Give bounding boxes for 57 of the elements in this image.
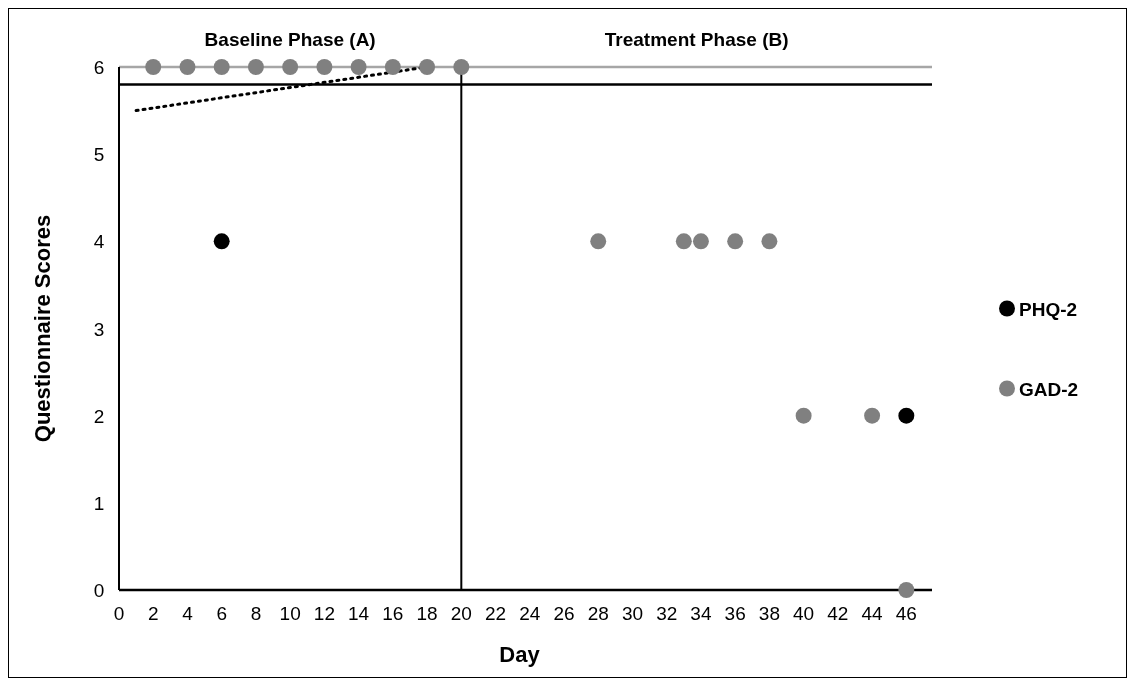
point xyxy=(727,233,744,250)
y-tick-label: 0 xyxy=(93,580,105,601)
point xyxy=(761,233,778,250)
x-tick-label: 42 xyxy=(827,603,849,624)
x-tick-label: 20 xyxy=(450,603,472,624)
point xyxy=(453,59,470,75)
x-tick-label: 2 xyxy=(147,603,159,624)
y-tick-label: 5 xyxy=(93,144,105,166)
x-tick-label: 36 xyxy=(724,603,746,624)
x-tick-label: 38 xyxy=(758,603,780,624)
point xyxy=(213,233,230,250)
x-tick-label: 0 xyxy=(113,603,125,624)
legend-label: GAD-2 xyxy=(1019,378,1079,400)
x-tick-label: 34 xyxy=(690,603,712,624)
x-tick-label: 24 xyxy=(519,603,541,624)
x-tick-label: 8 xyxy=(250,603,262,624)
point xyxy=(675,233,692,250)
x-tick-label: 14 xyxy=(348,603,370,624)
point xyxy=(864,407,881,424)
y-tick-label: 1 xyxy=(93,492,105,514)
x-tick-label: 12 xyxy=(313,603,335,624)
x-tick-label: 30 xyxy=(621,603,644,624)
x-tick-label: 6 xyxy=(216,603,227,624)
text: Baseline Phase (A) xyxy=(204,29,376,50)
x-tick-label: 22 xyxy=(484,603,507,624)
y-axis-title: Questionnaire Scores xyxy=(30,214,55,443)
x-tick-label: 28 xyxy=(587,603,609,624)
y-tick-label: 2 xyxy=(93,405,105,427)
point xyxy=(247,59,264,75)
legend-label: PHQ-2 xyxy=(1019,298,1078,320)
x-tick-label: 40 xyxy=(793,603,815,624)
x-tick-label: 26 xyxy=(553,603,575,624)
x-tick-label: 32 xyxy=(656,603,678,624)
point xyxy=(213,59,230,75)
point xyxy=(179,59,196,75)
text: Treatment Phase (B) xyxy=(604,29,789,50)
x-axis-title: Day xyxy=(499,642,541,667)
point xyxy=(795,407,812,424)
y-tick-label: 4 xyxy=(93,231,105,253)
point xyxy=(692,233,709,250)
point xyxy=(350,59,367,75)
y-tick-label: 3 xyxy=(93,318,105,340)
x-tick-label: 18 xyxy=(416,603,438,624)
x-tick-label: 44 xyxy=(861,603,884,624)
x-tick-label: 16 xyxy=(382,603,404,624)
x-tick-label: 10 xyxy=(279,603,301,624)
point xyxy=(898,582,915,598)
point xyxy=(898,407,915,424)
point xyxy=(282,59,299,75)
x-tick-label: 46 xyxy=(895,603,917,624)
point xyxy=(316,59,333,75)
point xyxy=(145,59,162,75)
x-tick-label: 4 xyxy=(182,603,194,624)
point xyxy=(590,233,607,250)
point xyxy=(384,59,401,75)
y-tick-label: 6 xyxy=(93,57,105,78)
point xyxy=(419,59,436,75)
